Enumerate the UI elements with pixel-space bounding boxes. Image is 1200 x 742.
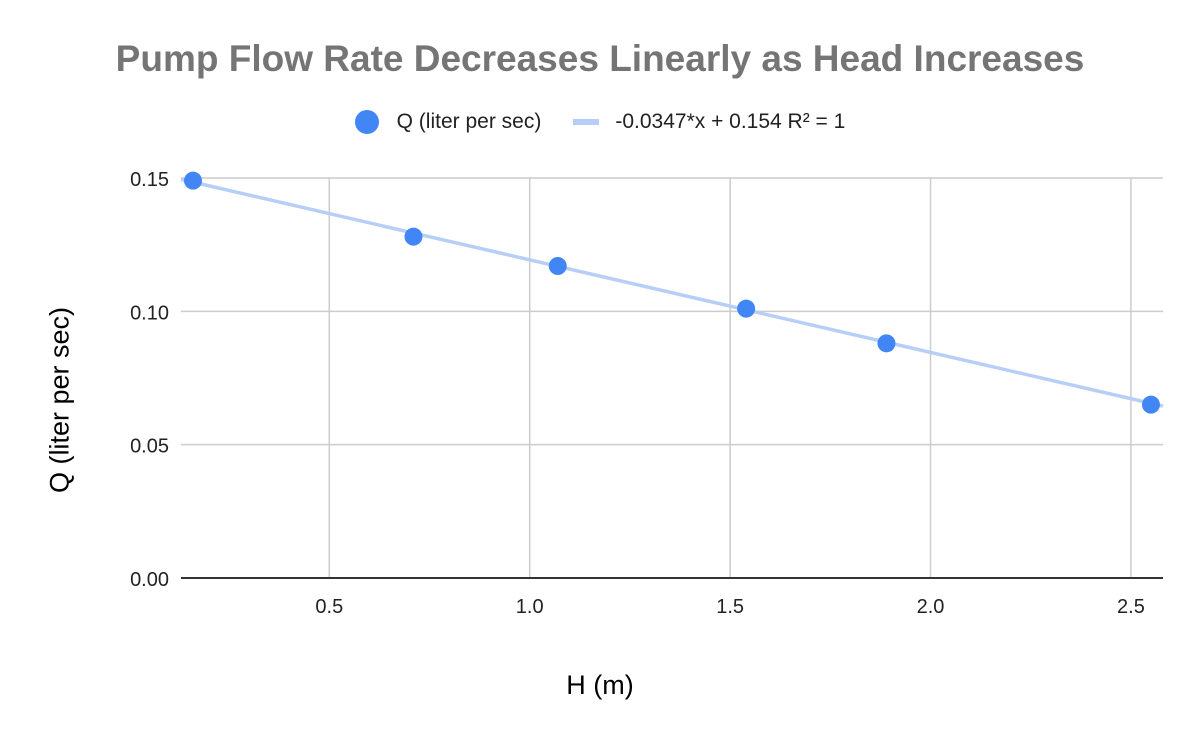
trendline-layer: [180, 177, 1164, 408]
y-tick-label: 0.05: [130, 436, 169, 458]
x-tick-label: 2.5: [1117, 596, 1145, 618]
x-tick-label: 0.5: [315, 596, 343, 618]
legend: Q (liter per sec) -0.0347*x + 0.154 R² =…: [0, 110, 1200, 134]
x-axis-label: H (m): [566, 670, 634, 700]
legend-label-series: Q (liter per sec): [396, 110, 542, 133]
y-tick-label: 0.15: [130, 169, 169, 191]
chart-title: Pump Flow Rate Decreases Linearly as Hea…: [115, 38, 1085, 79]
data-point: [737, 299, 756, 318]
tick-labels: 0.00 0.05 0.10 0.15 0.5 1.0 1.5 2.0 2.5: [130, 169, 1145, 618]
x-tick-label: 1.0: [516, 596, 544, 618]
data-points: [184, 171, 1160, 414]
data-point: [1141, 395, 1160, 414]
data-point: [877, 334, 896, 353]
legend-entry-series[interactable]: Q (liter per sec): [354, 110, 542, 134]
trendline: [180, 177, 1164, 408]
legend-entry-trendline[interactable]: -0.0347*x + 0.154 R² = 1: [573, 110, 845, 134]
grid-lines: [181, 177, 1163, 578]
legend-marker-line: [573, 119, 600, 125]
data-point: [548, 257, 567, 275]
x-tick-label: 1.5: [716, 596, 744, 618]
y-tick-label: 0.00: [130, 569, 169, 591]
y-axis-label: Q (liter per sec): [44, 306, 75, 494]
legend-label-trendline: -0.0347*x + 0.154 R² = 1: [615, 110, 846, 133]
data-point: [404, 227, 423, 246]
y-tick-label: 0.10: [130, 302, 169, 324]
legend-marker-dot: [354, 110, 379, 134]
data-point: [184, 171, 203, 190]
x-tick-label: 2.0: [917, 596, 945, 618]
